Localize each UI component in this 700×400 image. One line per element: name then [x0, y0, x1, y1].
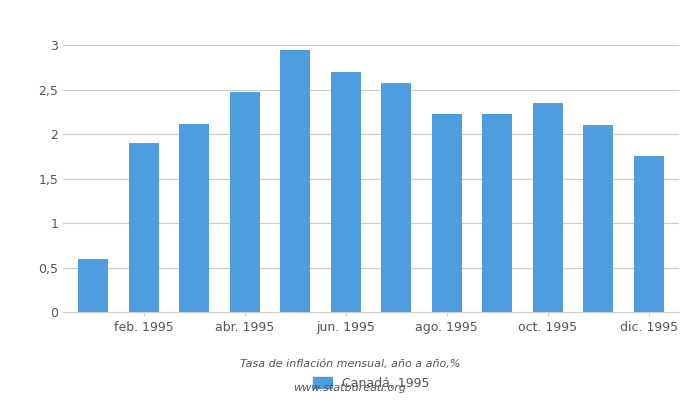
Text: www.statbureau.org: www.statbureau.org — [293, 383, 407, 393]
Bar — [179, 124, 209, 312]
Bar — [78, 259, 108, 312]
Text: Tasa de inflación mensual, año a año,%: Tasa de inflación mensual, año a año,% — [240, 359, 460, 369]
Bar — [330, 72, 361, 312]
Bar — [129, 143, 159, 312]
Bar — [432, 114, 462, 312]
Bar — [381, 83, 412, 312]
Bar — [482, 114, 512, 312]
Bar — [280, 50, 310, 312]
Bar — [533, 103, 563, 312]
Legend: Canadá, 1995: Canadá, 1995 — [313, 377, 429, 390]
Bar — [634, 156, 664, 312]
Bar — [583, 125, 613, 312]
Bar — [230, 92, 260, 312]
